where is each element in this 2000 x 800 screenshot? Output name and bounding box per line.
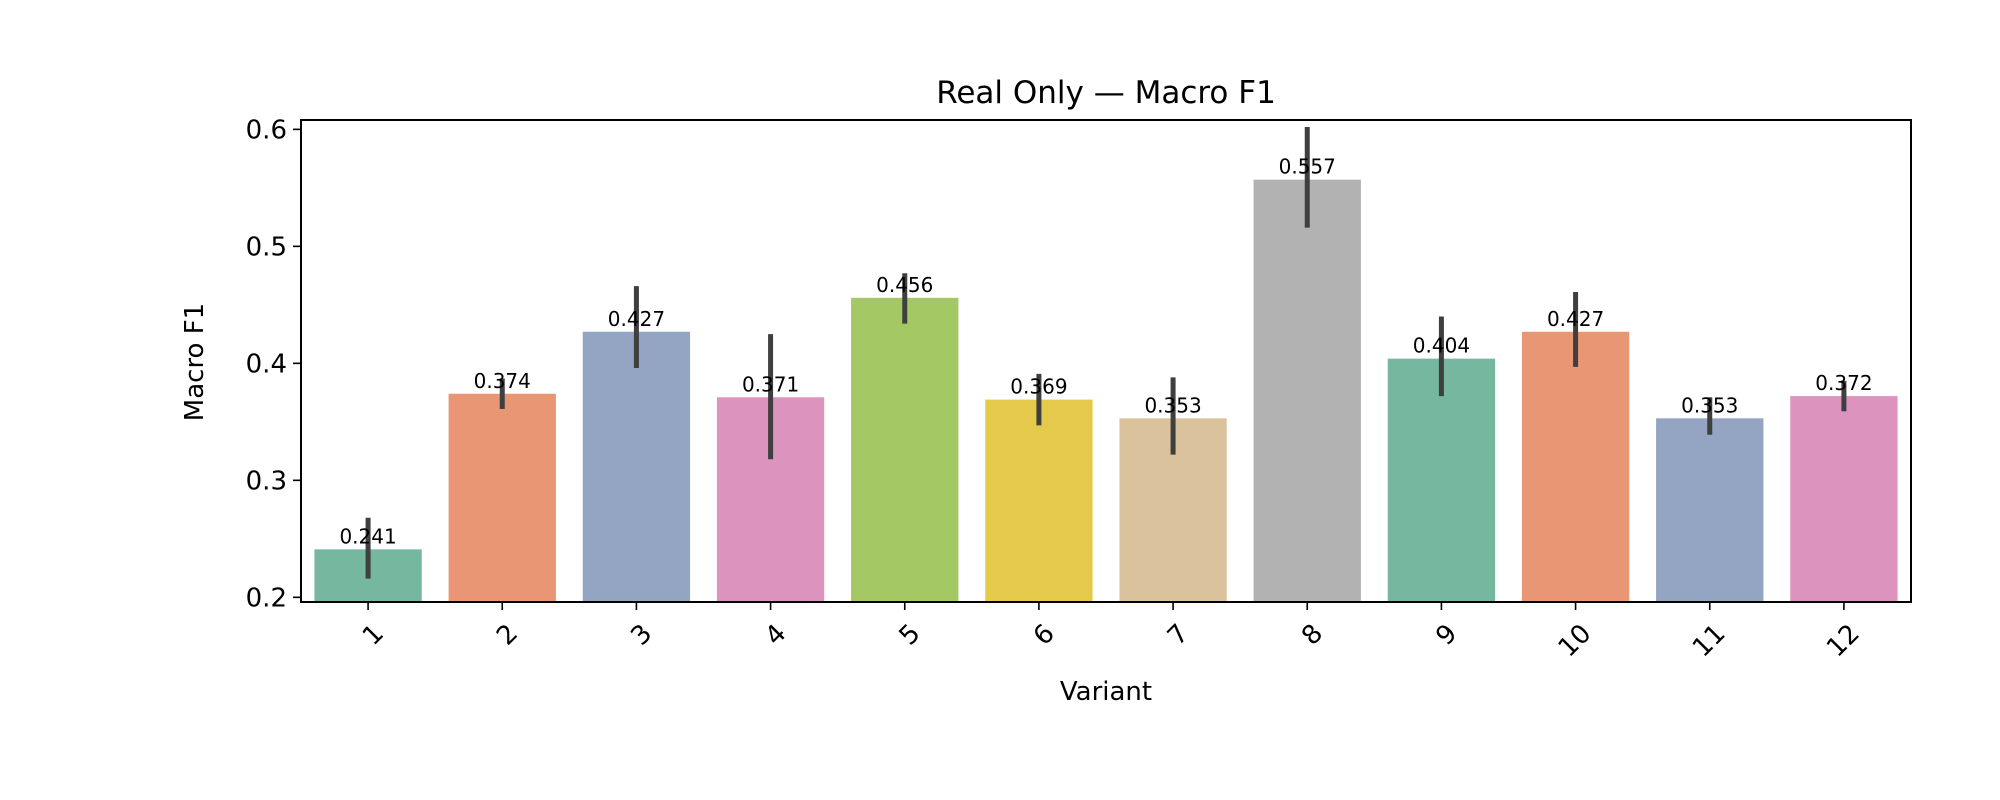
y-tick-label: 0.3 <box>246 466 287 496</box>
x-tick-label: 9 <box>1430 619 1463 652</box>
data-label: 0.404 <box>1413 334 1470 358</box>
data-label: 0.456 <box>876 273 933 297</box>
bars-group <box>314 179 1898 603</box>
x-tick-label: 11 <box>1687 619 1732 664</box>
x-tick-label: 6 <box>1028 619 1061 652</box>
y-tick-label: 0.4 <box>246 349 287 379</box>
bar <box>582 331 691 602</box>
data-label: 0.372 <box>1815 371 1872 395</box>
x-tick-label: 1 <box>357 619 390 652</box>
y-axis: 0.2 0.3 0.4 0.5 0.6 <box>246 115 301 613</box>
y-tick-label: 0.2 <box>246 583 287 613</box>
x-tick-label: 3 <box>625 619 658 652</box>
data-label: 0.557 <box>1279 155 1336 179</box>
x-axis-label: Variant <box>1060 677 1152 707</box>
x-tick-label: 10 <box>1553 619 1598 664</box>
bar <box>1253 179 1361 603</box>
x-tick-label: 8 <box>1296 619 1329 652</box>
x-tick-label: 7 <box>1162 619 1195 652</box>
data-label: 0.353 <box>1144 393 1201 417</box>
data-label: 0.371 <box>742 372 799 396</box>
chart-title: Real Only — Macro F1 <box>936 75 1276 111</box>
bar <box>1521 331 1630 602</box>
plot-frame <box>300 119 1912 603</box>
bar <box>985 399 1093 602</box>
data-label: 0.374 <box>474 369 531 393</box>
x-axis: 1 2 3 4 5 6 7 8 9 10 11 12 <box>357 602 1866 663</box>
y-tick-label: 0.5 <box>246 232 287 262</box>
bar <box>1387 358 1496 602</box>
bar <box>851 297 959 602</box>
error-bars-group <box>365 127 1847 579</box>
x-tick-label: 4 <box>759 619 792 652</box>
data-label: 0.353 <box>1681 393 1738 417</box>
bar <box>1790 396 1898 602</box>
y-axis-label: Macro F1 <box>180 303 210 421</box>
x-tick-label: 12 <box>1821 619 1866 664</box>
bar <box>1656 418 1764 602</box>
data-label: 0.241 <box>339 524 396 548</box>
x-tick-label: 5 <box>894 619 927 652</box>
data-label: 0.369 <box>1010 375 1067 399</box>
x-tick-label: 2 <box>491 619 524 652</box>
data-label: 0.427 <box>1547 307 1604 331</box>
y-tick-label: 0.6 <box>246 115 287 145</box>
bar <box>448 393 556 602</box>
data-label: 0.427 <box>608 307 665 331</box>
value-labels-group: 0.241 0.374 0.427 0.371 0.456 0.369 0.353 0.557… <box>339 155 1872 549</box>
